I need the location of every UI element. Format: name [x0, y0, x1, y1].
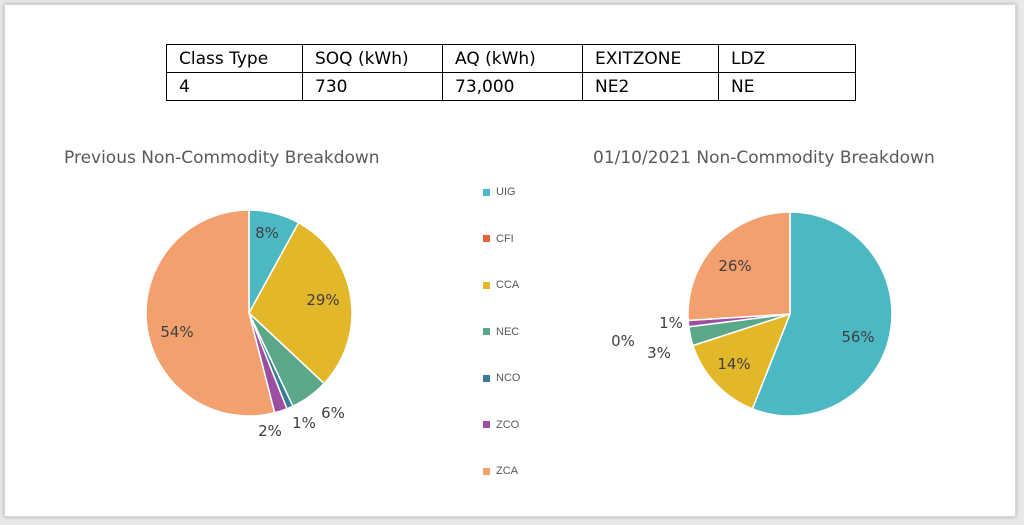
legend-swatch	[483, 281, 490, 289]
legend-swatch	[483, 328, 490, 335]
table-cell: 73,000	[442, 72, 583, 101]
legend-label: CCA	[496, 279, 520, 291]
pie-data-label-zca: 54%	[160, 323, 193, 341]
pie-slice-zca	[687, 211, 791, 322]
legend-label: NCO	[496, 372, 521, 384]
table-cell: 730	[302, 72, 443, 101]
legend-swatch	[483, 467, 490, 475]
legend-item-zca: ZCA	[483, 465, 518, 477]
legend-label: ZCO	[496, 418, 520, 431]
table-header-cell: AQ (kWh)	[442, 44, 583, 73]
pie-data-label-cca: 29%	[306, 291, 339, 309]
legend-item-cca: CCA	[483, 279, 519, 291]
pie-data-label-nco: 1%	[292, 414, 316, 432]
meter-info-table: Class Type SOQ (kWh) AQ (kWh) EXITZONE L…	[166, 44, 856, 101]
legend-swatch	[483, 421, 490, 428]
table-cell: 4	[166, 72, 303, 101]
pie-data-label-cca: 14%	[717, 355, 750, 373]
pie-data-label-zco: 2%	[258, 422, 282, 440]
legend-label: UIG	[496, 186, 516, 198]
pie-data-label-nec: 6%	[321, 404, 345, 422]
pie-current: 56% 14% 3% 0% 1% 26%	[611, 211, 893, 417]
pie-data-label-nec: 3%	[647, 344, 671, 362]
pie-data-label-nco: 0%	[611, 332, 635, 350]
legend-swatch	[483, 235, 490, 242]
table-header-cell: LDZ	[718, 44, 856, 73]
right-chart-title: 01/10/2021 Non-Commodity Breakdown	[593, 148, 935, 168]
pie-data-label-uig: 8%	[255, 224, 279, 242]
left-chart-title: Previous Non-Commodity Breakdown	[64, 148, 380, 168]
legend-label: NEC	[496, 325, 520, 338]
legend-item-cfi: CFI	[483, 233, 514, 245]
pie-slice-zca	[145, 209, 276, 417]
legend-item-zco: ZCO	[483, 419, 519, 431]
pie-data-label-uig: 56%	[841, 328, 874, 346]
table-cell: NE2	[582, 72, 719, 101]
pie-slice-uig	[751, 211, 893, 417]
legend-swatch	[483, 188, 490, 196]
legend-label: CFI	[496, 232, 514, 245]
pie-data-label-zca: 26%	[718, 257, 751, 275]
pie-previous: 8% 29% 6% 1% 2% 54%	[145, 209, 353, 440]
legend-item-nec: NEC	[483, 326, 519, 338]
table-row: 4 730 73,000 NE2 NE	[166, 72, 856, 101]
legend-label: ZCA	[496, 465, 518, 477]
table-cell: NE	[718, 72, 856, 101]
legend-item-uig: UIG	[483, 186, 516, 198]
legend-swatch	[483, 374, 490, 382]
legend-item-nco: NCO	[483, 372, 520, 384]
pie-slice-cca	[248, 221, 353, 385]
pie-data-label-zco: 1%	[659, 314, 683, 332]
